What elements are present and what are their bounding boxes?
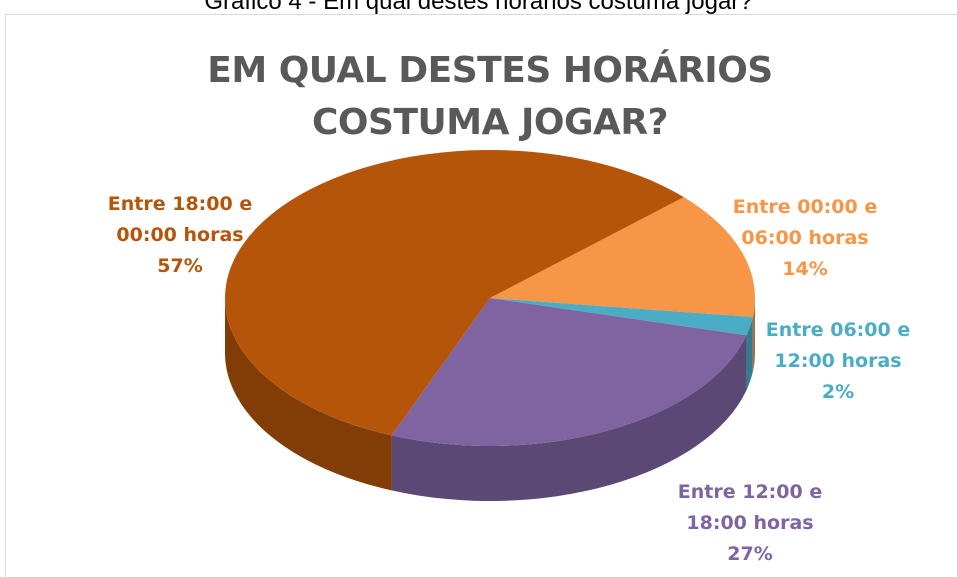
label-value: 14% — [782, 258, 828, 280]
slice-side — [752, 298, 755, 373]
slice — [490, 298, 753, 391]
label-category: Entre 12:00 e 18:00 horas — [677, 481, 823, 534]
slice-side — [225, 298, 392, 491]
slice-top — [224, 150, 684, 436]
chart-title: EM QUAL DESTES HORÁRIOS COSTUMA JOGAR? — [207, 50, 773, 143]
label-category: Entre 18:00 e 00:00 horas — [107, 193, 253, 246]
slice-top — [490, 197, 755, 318]
slice — [490, 197, 755, 373]
chart-frame — [5, 14, 957, 577]
label-value: 57% — [157, 255, 203, 277]
slice-side — [391, 335, 747, 501]
slice — [224, 150, 684, 491]
slice-side — [746, 317, 753, 391]
slice-top — [391, 298, 747, 447]
caption: Gráfico 4 - Em qual destes horários cost… — [204, 0, 753, 15]
slice — [391, 298, 747, 501]
label-value: 27% — [727, 543, 773, 565]
data-label: Entre 00:00 e 06:00 horas 14% — [730, 192, 880, 285]
label-category: Entre 06:00 e 12:00 horas — [765, 319, 911, 372]
slice-top — [490, 298, 753, 336]
data-label: Entre 12:00 e 18:00 horas 27% — [675, 477, 825, 570]
label-value: 2% — [821, 381, 855, 403]
label-category: Entre 00:00 e 06:00 horas — [732, 196, 878, 249]
data-label: Entre 18:00 e 00:00 horas 57% — [105, 189, 255, 282]
data-label: Entre 06:00 e 12:00 horas 2% — [763, 315, 913, 408]
